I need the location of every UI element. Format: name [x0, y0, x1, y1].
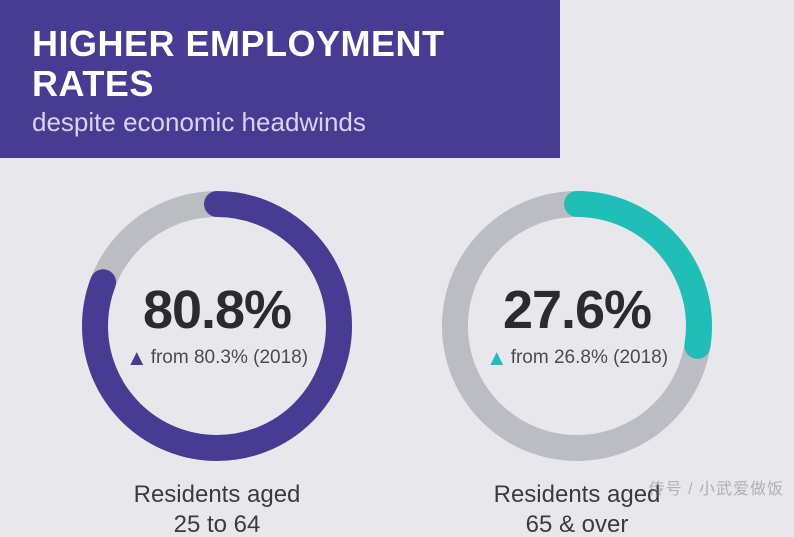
donut-from-label: from 26.8% (2018) [511, 347, 668, 369]
header-title: HIGHER EMPLOYMENT RATES [32, 24, 528, 103]
donut-from-row: ▲ from 80.3% (2018) [126, 347, 308, 369]
caption-line1: Residents aged [134, 481, 301, 508]
donut-chart-25-64: 80.8% ▲ from 80.3% (2018) Residents aged… [77, 186, 357, 537]
header-banner: HIGHER EMPLOYMENT RATES despite economic… [0, 0, 560, 158]
donut-center: 80.8% ▲ from 80.3% (2018) [77, 186, 357, 466]
donut-center: 27.6% ▲ from 26.8% (2018) [437, 186, 717, 466]
watermark-text: 传号 / 小武爱做饭 [649, 475, 784, 499]
donut-ring: 27.6% ▲ from 26.8% (2018) [437, 186, 717, 466]
header-subtitle: despite economic headwinds [32, 107, 528, 138]
arrow-up-icon: ▲ [486, 347, 508, 369]
arrow-up-icon: ▲ [126, 347, 148, 369]
donut-caption: Residents aged 25 to 64 [134, 480, 301, 537]
donut-ring: 80.8% ▲ from 80.3% (2018) [77, 186, 357, 466]
donut-percent-label: 80.8% [143, 283, 291, 337]
donut-from-row: ▲ from 26.8% (2018) [486, 347, 668, 369]
caption-line2: 25 to 64 [174, 511, 261, 537]
donut-percent-label: 27.6% [503, 283, 651, 337]
donut-from-label: from 80.3% (2018) [151, 347, 308, 369]
caption-line2: 65 & over [526, 511, 629, 537]
donut-caption: Residents aged 65 & over [494, 480, 661, 537]
caption-line1: Residents aged [494, 481, 661, 508]
